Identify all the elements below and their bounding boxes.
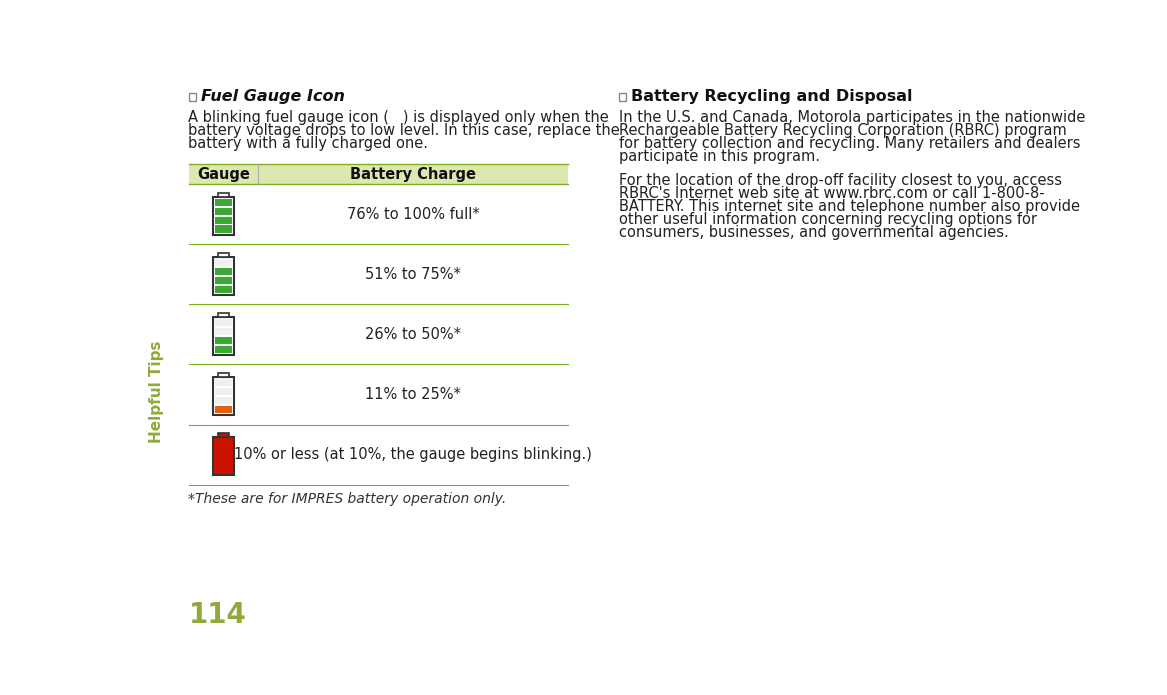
- Bar: [212, 377, 235, 416]
- Text: consumers, businesses, and governmental agencies.: consumers, businesses, and governmental …: [619, 225, 1008, 240]
- Bar: [218, 253, 229, 256]
- Text: Battery Charge: Battery Charge: [350, 167, 476, 182]
- Text: Fuel Gauge Icon: Fuel Gauge Icon: [201, 89, 344, 104]
- Text: Helpful Tips: Helpful Tips: [149, 340, 165, 443]
- Text: 76% to 100% full*: 76% to 100% full*: [347, 207, 480, 222]
- Bar: [212, 256, 235, 295]
- Text: *These are for IMPRES battery operation only.: *These are for IMPRES battery operation …: [189, 492, 506, 506]
- Text: BATTERY. This internet site and telephone number also provide: BATTERY. This internet site and telephon…: [619, 199, 1079, 214]
- Bar: [215, 225, 232, 233]
- Text: A blinking fuel gauge icon (   ) is displayed only when the: A blinking fuel gauge icon ( ) is displa…: [189, 110, 609, 124]
- Bar: [215, 217, 232, 224]
- Bar: [619, 93, 627, 101]
- Bar: [215, 328, 232, 335]
- Text: RBRC's Internet web site at www.rbrc.com or call 1-800-8-: RBRC's Internet web site at www.rbrc.com…: [619, 186, 1044, 201]
- Text: participate in this program.: participate in this program.: [619, 149, 819, 164]
- Bar: [215, 259, 232, 266]
- Text: other useful information concerning recycling options for: other useful information concerning recy…: [619, 212, 1036, 227]
- Bar: [215, 319, 232, 327]
- Bar: [215, 286, 232, 293]
- Text: Rechargeable Battery Recycling Corporation (RBRC) program: Rechargeable Battery Recycling Corporati…: [619, 123, 1067, 138]
- Bar: [212, 197, 235, 235]
- Bar: [215, 208, 232, 215]
- Bar: [215, 345, 232, 353]
- Bar: [218, 313, 229, 317]
- Text: Gauge: Gauge: [197, 167, 250, 182]
- Bar: [189, 164, 568, 184]
- Bar: [212, 437, 235, 475]
- Text: For the location of the drop-off facility closest to you, access: For the location of the drop-off facilit…: [619, 173, 1062, 188]
- Bar: [215, 406, 232, 413]
- Text: In the U.S. and Canada, Motorola participates in the nationwide: In the U.S. and Canada, Motorola partici…: [619, 110, 1085, 124]
- Bar: [215, 388, 232, 395]
- Bar: [218, 433, 229, 437]
- Text: Battery Recycling and Disposal: Battery Recycling and Disposal: [631, 89, 913, 104]
- Bar: [215, 277, 232, 284]
- Text: battery voltage drops to low level. In this case, replace the: battery voltage drops to low level. In t…: [189, 123, 620, 138]
- Bar: [215, 337, 232, 344]
- Bar: [212, 317, 235, 355]
- Bar: [189, 93, 196, 101]
- Text: 114: 114: [189, 601, 246, 629]
- Text: battery with a fully charged one.: battery with a fully charged one.: [189, 136, 428, 151]
- Text: 10% or less (at 10%, the gauge begins blinking.): 10% or less (at 10%, the gauge begins bl…: [235, 447, 592, 462]
- Bar: [215, 379, 232, 386]
- Bar: [215, 268, 232, 275]
- Bar: [218, 373, 229, 377]
- Text: 26% to 50%*: 26% to 50%*: [365, 327, 461, 342]
- Bar: [215, 397, 232, 404]
- Text: for battery collection and recycling. Many retailers and dealers: for battery collection and recycling. Ma…: [619, 136, 1081, 151]
- Text: 11% to 25%*: 11% to 25%*: [365, 387, 461, 402]
- Text: 51% to 75%*: 51% to 75%*: [365, 267, 461, 282]
- Bar: [215, 199, 232, 206]
- Bar: [218, 193, 229, 197]
